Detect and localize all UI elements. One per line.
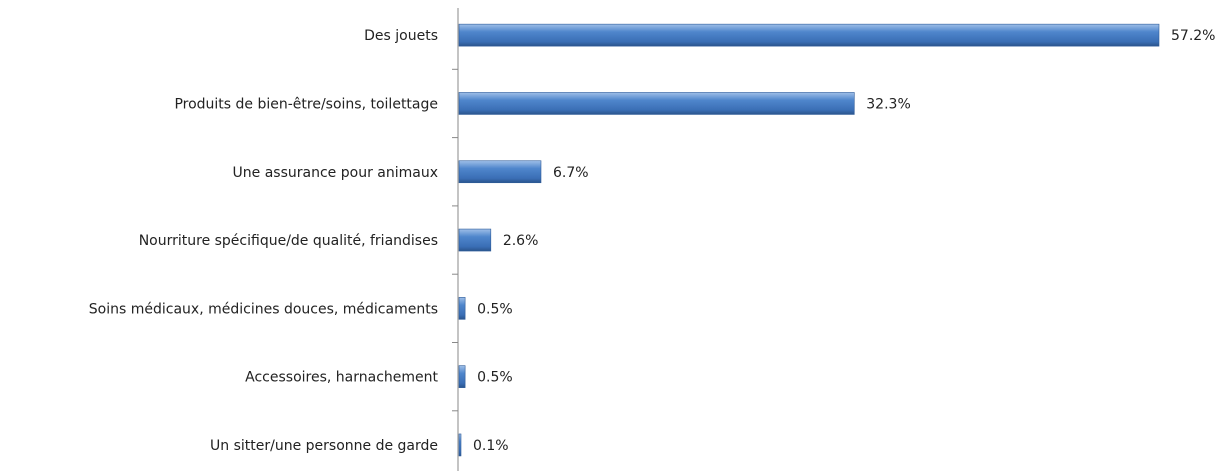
category-label: Nourriture spécifique/de qualité, friand…: [139, 233, 438, 249]
value-label: 2.6%: [503, 233, 539, 249]
bar: [458, 297, 466, 320]
value-label: 0.1%: [473, 438, 509, 454]
category-label: Produits de bien-être/soins, toilettage: [174, 96, 438, 112]
bar: [458, 160, 542, 184]
bar: [458, 23, 1160, 47]
bar: [458, 365, 466, 388]
value-label: 0.5%: [477, 301, 513, 317]
category-label: Accessoires, harnachement: [245, 370, 438, 386]
bar: [458, 92, 855, 115]
category-label: Des jouets: [364, 28, 438, 44]
category-label: Une assurance pour animaux: [233, 165, 438, 181]
bar: [458, 228, 492, 252]
value-label: 57.2%: [1171, 28, 1215, 44]
category-label: Soins médicaux, médicines douces, médica…: [89, 301, 438, 317]
value-label: 0.5%: [477, 370, 513, 386]
value-label: 6.7%: [553, 165, 589, 181]
bar: [458, 433, 462, 457]
value-label: 32.3%: [866, 96, 910, 112]
category-label: Un sitter/une personne de garde: [210, 438, 438, 454]
